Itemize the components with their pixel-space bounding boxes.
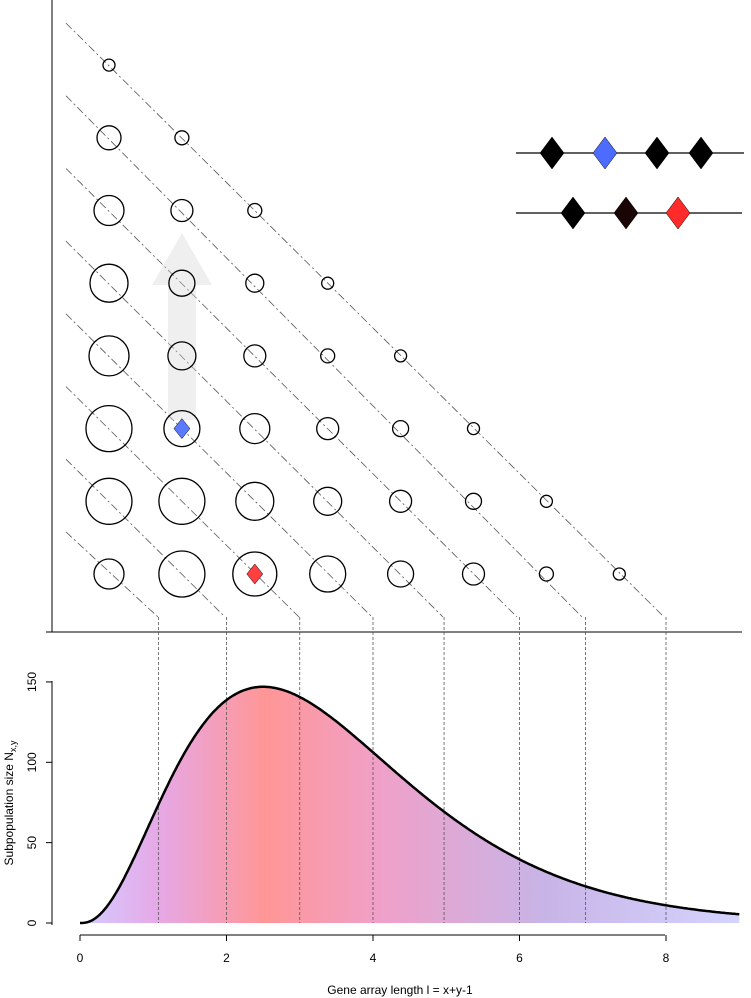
diagonal-guide (65, 531, 159, 618)
bubble (393, 349, 408, 363)
density-curve (80, 685, 740, 925)
diagonal-guide (65, 313, 373, 618)
bubble (93, 558, 125, 590)
bubble (235, 481, 275, 521)
highlight-diamond (246, 563, 264, 585)
diagonal-guide (65, 95, 583, 618)
diagonal-guide (65, 386, 300, 618)
highlight-diamond (173, 418, 191, 440)
bubble (85, 404, 133, 453)
bubble (321, 276, 335, 290)
gene-marker (560, 196, 586, 230)
diagonal-guide (65, 168, 518, 618)
bubble (245, 273, 265, 293)
bubble (158, 550, 206, 598)
diagonal-guides (65, 22, 665, 618)
area-fill (80, 686, 740, 923)
y-axis-label: Subpopulation size Nx,y (2, 740, 18, 865)
bubble (167, 341, 197, 371)
y-tick-label: 150 (25, 672, 39, 692)
gene-marker (665, 196, 691, 230)
bubble-panel (46, 0, 744, 633)
gene-marker (613, 196, 639, 230)
bubble (539, 494, 554, 508)
bubble (386, 560, 415, 588)
bubble (239, 412, 271, 445)
bubble (247, 202, 263, 219)
bubble (309, 555, 347, 593)
bubble (163, 409, 201, 448)
gene-array-legend (516, 136, 744, 230)
y-tick-label: 50 (25, 836, 39, 850)
bubble (174, 130, 190, 146)
bubble-grid (85, 58, 626, 598)
bubble (538, 566, 555, 582)
gene-marker (688, 136, 714, 170)
x-tick-label: 2 (223, 951, 230, 965)
bubble (88, 335, 130, 377)
x-tick-label: 8 (663, 951, 670, 965)
bubble (102, 58, 116, 72)
x-tick-label: 6 (516, 951, 523, 965)
bubble (316, 416, 340, 441)
up-arrow (152, 233, 212, 420)
y-tick-label: 0 (25, 919, 39, 926)
diagonal-guide (65, 459, 226, 618)
x-tick-label: 0 (77, 951, 84, 965)
bubble (612, 567, 626, 581)
bubble (89, 263, 129, 303)
highlight-markers (173, 418, 264, 585)
area-chart: 0 50 100 150 0 2 4 6 8 Gene array length l = x+… (2, 617, 740, 997)
gene-marker (539, 136, 565, 170)
x-axis: 0 2 4 6 8 (77, 934, 670, 965)
gene-marker (592, 136, 618, 170)
y-axis: 0 50 100 150 (25, 672, 53, 926)
bubble (461, 562, 486, 586)
bubble (464, 492, 483, 510)
vertical-guides (157, 617, 667, 923)
bubble (232, 551, 278, 597)
bubble (388, 489, 413, 513)
diagonal-guide (65, 240, 444, 618)
bubble (170, 198, 194, 223)
bubble (168, 269, 196, 297)
x-tick-label: 4 (370, 951, 377, 965)
bubble (243, 344, 267, 368)
bubble (158, 477, 206, 525)
bubble (313, 486, 343, 516)
bubble (391, 419, 410, 438)
gene-marker (644, 136, 670, 170)
y-tick-label: 100 (25, 752, 39, 772)
bubble (466, 421, 481, 436)
x-axis-label: Gene array length l = x+y-1 (327, 983, 473, 997)
diagonal-guide (65, 22, 665, 618)
bubble (320, 348, 336, 364)
bubble (93, 194, 125, 227)
bubble (96, 125, 122, 151)
bubble (85, 477, 133, 525)
